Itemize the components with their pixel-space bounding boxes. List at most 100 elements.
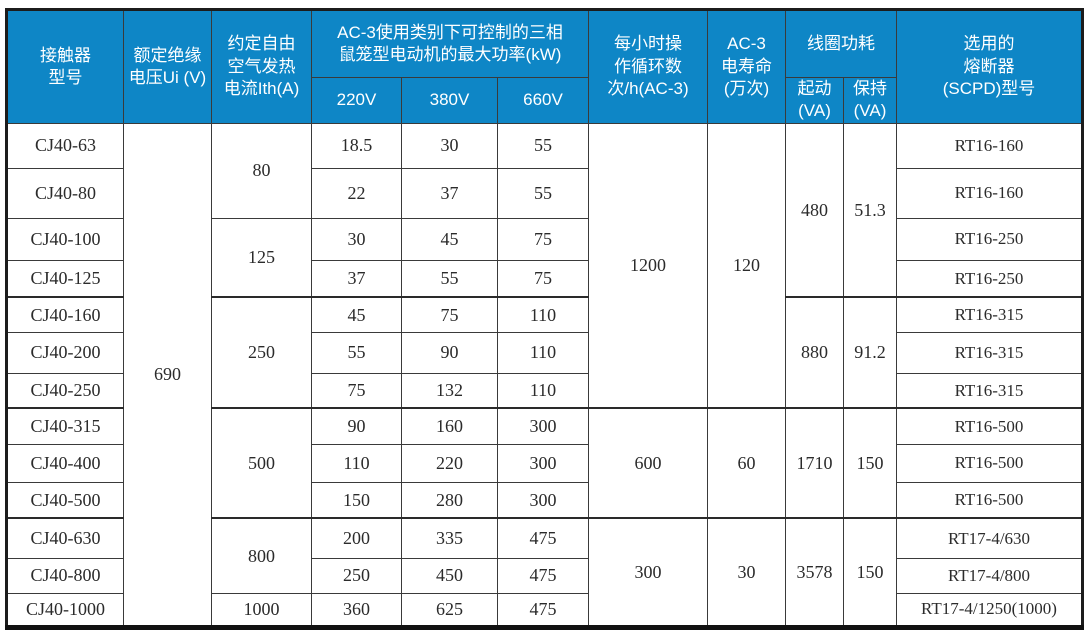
cell-thermal-current: 80 xyxy=(211,122,312,219)
cell-fuse: RT17-4/630 xyxy=(896,517,1083,559)
table-row: CJ40-200 55 90 110 RT16-315 xyxy=(6,331,1083,374)
cell-cycles: 1200 xyxy=(588,122,708,409)
table-row: CJ40-63 690 80 18.5 30 55 1200 120 480 5… xyxy=(6,122,1083,628)
cell-kw380: 55 xyxy=(401,259,498,298)
cell-kw660: 300 xyxy=(497,481,589,519)
cell-fuse: RT16-315 xyxy=(896,296,1083,333)
cell-fuse: RT17-4/800 xyxy=(896,557,1083,594)
cell-kw380: 220 xyxy=(401,443,498,483)
cell-kw220: 55 xyxy=(311,331,402,374)
header-coil-start: 起动 (VA) xyxy=(785,77,844,124)
header-max-power: AC-3使用类别下可控制的三相 鼠笼型电动机的最大功率(kW) xyxy=(311,9,589,78)
header-660v: 660V xyxy=(497,77,589,124)
cell-fuse: RT16-160 xyxy=(896,122,1083,169)
cell-model: CJ40-1000 xyxy=(6,592,124,628)
cell-kw660: 75 xyxy=(497,217,589,261)
cell-model: CJ40-100 xyxy=(6,217,124,261)
cell-fuse: RT16-250 xyxy=(896,259,1083,298)
header-fuse: 选用的 熔断器 (SCPD)型号 xyxy=(896,9,1083,124)
cell-kw220: 110 xyxy=(311,443,402,483)
cell-thermal-current: 250 xyxy=(211,296,312,409)
cell-coil-start: 880 xyxy=(785,296,844,409)
cell-insulation-voltage: 690 xyxy=(123,122,212,628)
table-row: CJ40-1000 1000 360 625 475 RT17-4/1250(1… xyxy=(6,592,1083,628)
cell-kw380: 625 xyxy=(401,592,498,628)
header-electrical-life: AC-3 电寿命 (万次) xyxy=(707,9,786,124)
cell-coil-start: 3578 xyxy=(785,517,844,628)
cell-kw380: 132 xyxy=(401,372,498,409)
cell-kw660: 75 xyxy=(497,259,589,298)
cell-cycles: 600 xyxy=(588,407,708,519)
cell-model: CJ40-200 xyxy=(6,331,124,374)
cell-life: 30 xyxy=(707,517,786,628)
cell-kw660: 475 xyxy=(497,557,589,594)
cell-thermal-current: 1000 xyxy=(211,592,312,628)
cell-kw220: 45 xyxy=(311,296,402,333)
cell-thermal-current: 125 xyxy=(211,217,312,298)
header-coil-power: 线圈功耗 xyxy=(785,9,897,78)
cell-kw380: 90 xyxy=(401,331,498,374)
table-body: CJ40-63 690 80 18.5 30 55 1200 120 480 5… xyxy=(6,122,1083,628)
cell-model: CJ40-160 xyxy=(6,296,124,333)
cell-kw660: 300 xyxy=(497,443,589,483)
cell-life: 60 xyxy=(707,407,786,519)
cell-model: CJ40-80 xyxy=(6,167,124,219)
cell-coil-hold: 150 xyxy=(843,517,897,628)
cell-kw380: 160 xyxy=(401,407,498,445)
cell-coil-start: 480 xyxy=(785,122,844,298)
cell-kw660: 475 xyxy=(497,517,589,559)
cell-kw660: 55 xyxy=(497,122,589,169)
header-380v: 380V xyxy=(401,77,498,124)
cell-kw660: 110 xyxy=(497,372,589,409)
table-row: CJ40-100 125 30 45 75 RT16-250 xyxy=(6,217,1083,298)
table-row: CJ40-800 250 450 475 RT17-4/800 xyxy=(6,557,1083,594)
cell-life: 120 xyxy=(707,122,786,409)
cell-kw220: 150 xyxy=(311,481,402,519)
header-220v: 220V xyxy=(311,77,402,124)
header-thermal-current: 约定自由 空气发热 电流Ith(A) xyxy=(211,9,312,124)
cell-kw220: 18.5 xyxy=(311,122,402,169)
header-cycles-per-hour: 每小时操 作循环数 次/h(AC-3) xyxy=(588,9,708,124)
cell-coil-start: 1710 xyxy=(785,407,844,519)
table-header: 接触器 型号 额定绝缘 电压Ui (V) 约定自由 空气发热 电流Ith(A) … xyxy=(6,9,1083,124)
cell-model: CJ40-63 xyxy=(6,122,124,169)
cell-coil-hold: 91.2 xyxy=(843,296,897,409)
cell-kw220: 37 xyxy=(311,259,402,298)
cell-kw380: 30 xyxy=(401,122,498,169)
cell-kw220: 75 xyxy=(311,372,402,409)
cell-kw220: 22 xyxy=(311,167,402,219)
table-row: CJ40-630 800 200 335 475 300 30 3578 150… xyxy=(6,517,1083,628)
header-coil-hold: 保持 (VA) xyxy=(843,77,897,124)
cell-kw380: 450 xyxy=(401,557,498,594)
table-row: CJ40-80 22 37 55 RT16-160 xyxy=(6,167,1083,219)
table-row: CJ40-125 37 55 75 RT16-250 xyxy=(6,259,1083,298)
contactor-spec-table: 接触器 型号 额定绝缘 电压Ui (V) 约定自由 空气发热 电流Ith(A) … xyxy=(5,8,1084,630)
cell-model: CJ40-125 xyxy=(6,259,124,298)
cell-kw220: 90 xyxy=(311,407,402,445)
cell-kw220: 360 xyxy=(311,592,402,628)
cell-fuse: RT16-250 xyxy=(896,217,1083,261)
cell-model: CJ40-250 xyxy=(6,372,124,409)
cell-fuse: RT16-315 xyxy=(896,331,1083,374)
cell-fuse: RT16-160 xyxy=(896,167,1083,219)
header-model: 接触器 型号 xyxy=(6,9,124,124)
cell-model: CJ40-800 xyxy=(6,557,124,594)
cell-kw380: 280 xyxy=(401,481,498,519)
header-insulation-voltage: 额定绝缘 电压Ui (V) xyxy=(123,9,212,124)
table-row: CJ40-250 75 132 110 RT16-315 xyxy=(6,372,1083,409)
cell-kw660: 475 xyxy=(497,592,589,628)
cell-kw380: 75 xyxy=(401,296,498,333)
cell-model: CJ40-315 xyxy=(6,407,124,445)
cell-kw220: 200 xyxy=(311,517,402,559)
table-row: CJ40-315 500 90 160 300 600 60 1710 150 … xyxy=(6,407,1083,519)
cell-fuse: RT16-315 xyxy=(896,372,1083,409)
cell-coil-hold: 150 xyxy=(843,407,897,519)
cell-fuse: RT16-500 xyxy=(896,443,1083,483)
cell-cycles: 300 xyxy=(588,517,708,628)
cell-model: CJ40-630 xyxy=(6,517,124,559)
cell-kw660: 110 xyxy=(497,296,589,333)
cell-model: CJ40-500 xyxy=(6,481,124,519)
table-row: CJ40-160 250 45 75 110 880 91.2 RT16-315 xyxy=(6,296,1083,409)
cell-kw220: 250 xyxy=(311,557,402,594)
cell-thermal-current: 800 xyxy=(211,517,312,594)
